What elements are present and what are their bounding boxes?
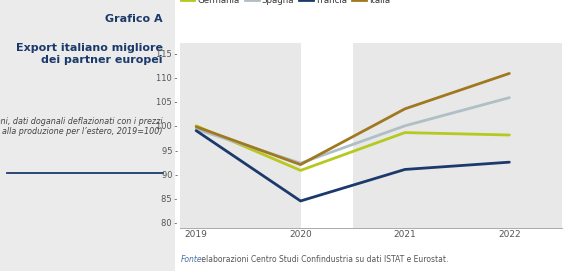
Legend: Germania, Spagna, Francia, Italia: Germania, Spagna, Francia, Italia [177,0,394,8]
Bar [353,43,562,228]
Text: elaborazioni Centro Studi Confindustria su dati ISTAT e Eurostat.: elaborazioni Centro Studi Confindustria … [199,255,449,264]
Text: Grafico A: Grafico A [105,14,163,24]
Text: Fonte:: Fonte: [180,255,205,264]
Text: Export italiano migliore
dei partner europei: Export italiano migliore dei partner eur… [15,43,163,65]
Bar [180,43,301,228]
Text: (Beni, dati doganali deflazionati con i prezzi
alla produzione per l’estero, 201: (Beni, dati doganali deflazionati con i … [0,117,163,136]
